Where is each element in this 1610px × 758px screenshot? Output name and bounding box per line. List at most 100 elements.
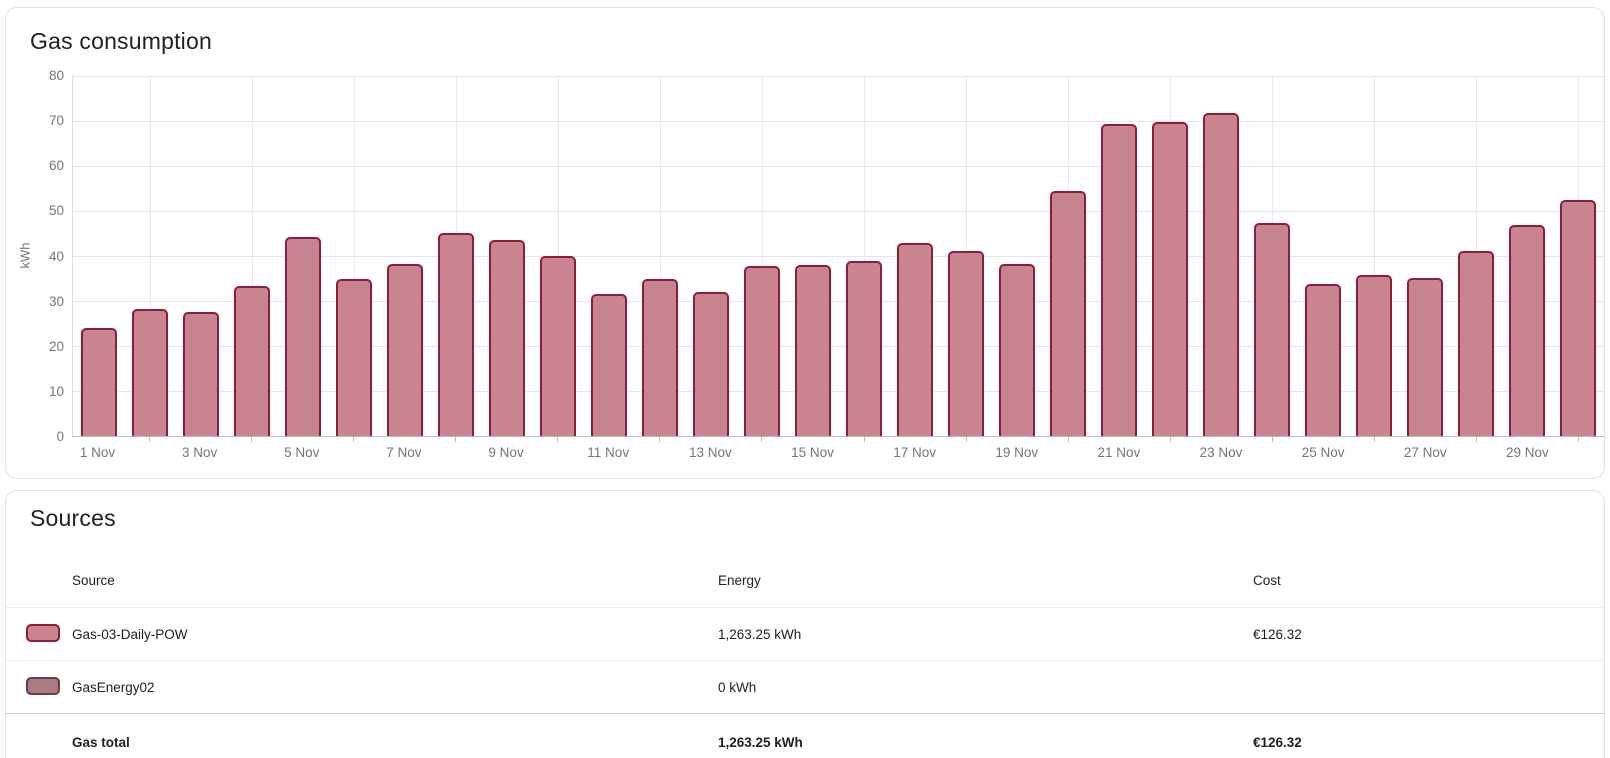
- x-tick-label: 29 Nov: [1506, 445, 1549, 460]
- x-tick-mark: [965, 437, 967, 442]
- sources-card: Sources Source Energy Cost Gas-03-Daily-…: [5, 490, 1605, 758]
- y-tick-label: 30: [48, 293, 64, 309]
- chart-bar-14-nov[interactable]: [743, 266, 780, 436]
- chart-bar-16-nov[interactable]: [846, 260, 883, 436]
- chart-bar-24-nov[interactable]: [1254, 222, 1291, 436]
- chart-bar-30-nov[interactable]: [1560, 200, 1597, 436]
- y-gridline: [73, 211, 1604, 212]
- chart-bar-29-nov[interactable]: [1509, 225, 1546, 436]
- y-gridline: [73, 256, 1604, 257]
- y-gridline: [73, 121, 1604, 122]
- source-energy: 0 kWh: [718, 679, 757, 695]
- chart-bar-15-nov[interactable]: [794, 265, 831, 436]
- source-row-gas-03-daily-pow[interactable]: Gas-03-Daily-POW 1,263.25 kWh €126.32: [6, 607, 1604, 660]
- chart-title: Gas consumption: [30, 28, 212, 54]
- chart-bar-26-nov[interactable]: [1356, 275, 1393, 436]
- chart-bar-19-nov[interactable]: [999, 263, 1036, 436]
- x-tick-label: 7 Nov: [386, 445, 422, 460]
- x-gridline: [761, 76, 763, 436]
- chart-bar-21-nov[interactable]: [1101, 124, 1138, 436]
- chart-bar-22-nov[interactable]: [1152, 122, 1189, 436]
- gas-consumption-card: Gas consumption kWh 0 10 20 30 40 50 60 70 80 1 …: [5, 7, 1605, 479]
- chart-bar-2-nov[interactable]: [131, 309, 168, 436]
- x-axis-tick-labels: 1 Nov 3 Nov 5 Nov 7 Nov 9 Nov 11 Nov 13 Nov 15 …: [72, 437, 1604, 465]
- chart-bar-18-nov[interactable]: [948, 250, 985, 436]
- sources-table-header: Source Energy Cost: [6, 554, 1604, 607]
- chart-bar-12-nov[interactable]: [641, 278, 678, 436]
- column-header-cost: Cost: [1253, 573, 1281, 588]
- x-tick-mark: [1067, 437, 1069, 442]
- column-header-source: Source: [72, 573, 115, 588]
- y-tick-label: 0: [56, 429, 64, 444]
- x-gridline: [149, 76, 151, 436]
- sources-title: Sources: [30, 505, 116, 531]
- x-tick-mark: [1169, 437, 1171, 442]
- sources-table: Source Energy Cost Gas-03-Daily-POW 1,26…: [6, 554, 1604, 758]
- x-gridline: [659, 76, 661, 436]
- source-cost: €126.32: [1253, 626, 1302, 642]
- chart-bar-5-nov[interactable]: [284, 236, 321, 436]
- y-tick-label: 50: [48, 203, 64, 219]
- x-tick-label: 1 Nov: [79, 445, 116, 460]
- column-header-energy: Energy: [718, 573, 761, 588]
- x-tick-label: 13 Nov: [688, 445, 732, 460]
- chart-bar-10-nov[interactable]: [539, 255, 576, 436]
- x-tick-label: 25 Nov: [1301, 445, 1345, 460]
- x-tick-mark: [557, 437, 559, 442]
- source-row-gasenergy02[interactable]: GasEnergy02 0 kWh: [6, 660, 1604, 713]
- y-tick-label: 20: [48, 338, 64, 354]
- y-tick-label: 60: [48, 158, 64, 174]
- source-name: Gas-03-Daily-POW: [72, 626, 188, 642]
- x-tick-label: 11 Nov: [587, 445, 630, 460]
- chart-bar-8-nov[interactable]: [437, 232, 474, 436]
- x-tick-mark: [761, 437, 763, 442]
- gas-consumption-chart[interactable]: kWh 0 10 20 30 40 50 60 70 80 1 Nov 3 Nov 5 Nov 7 N…: [6, 8, 1604, 478]
- x-gridline: [353, 76, 355, 436]
- y-gridline: [73, 346, 1604, 347]
- y-tick-label: 70: [48, 113, 64, 129]
- x-tick-mark: [148, 437, 150, 442]
- x-gridline: [251, 76, 253, 436]
- legend-swatch-gas-03-daily-pow: [26, 623, 60, 642]
- x-gridline: [864, 76, 866, 436]
- chart-bar-3-nov[interactable]: [182, 312, 219, 436]
- x-tick-mark: [1476, 437, 1478, 442]
- source-energy: 1,263.25 kWh: [718, 626, 802, 642]
- chart-bar-9-nov[interactable]: [488, 240, 525, 436]
- chart-bar-6-nov[interactable]: [335, 279, 372, 436]
- total-energy: 1,263.25 kWh: [718, 735, 803, 750]
- gas-total-row: Gas total 1,263.25 kWh €126.32: [6, 713, 1604, 758]
- y-tick-label: 40: [48, 248, 64, 264]
- total-label: Gas total: [72, 735, 130, 750]
- plot-area: [72, 76, 1604, 437]
- x-tick-mark: [1374, 437, 1376, 442]
- x-tick-mark: [659, 437, 661, 442]
- chart-bar-1-nov[interactable]: [80, 328, 117, 436]
- chart-bar-11-nov[interactable]: [590, 294, 627, 436]
- x-tick-mark: [352, 437, 354, 442]
- legend-swatch-gasenergy02: [26, 676, 60, 695]
- x-tick-label: 21 Nov: [1097, 445, 1141, 460]
- chart-bar-4-nov[interactable]: [233, 286, 270, 436]
- x-tick-label: 23 Nov: [1199, 445, 1243, 460]
- x-gridline: [1374, 76, 1376, 436]
- chart-bar-28-nov[interactable]: [1458, 250, 1495, 436]
- chart-bar-17-nov[interactable]: [897, 242, 934, 436]
- x-tick-mark: [1272, 437, 1274, 442]
- y-gridline: [73, 166, 1604, 167]
- chart-bar-13-nov[interactable]: [692, 292, 729, 436]
- y-tick-label: 10: [48, 383, 64, 399]
- x-tick-label: 19 Nov: [995, 445, 1039, 460]
- x-tick-mark: [250, 437, 252, 442]
- chart-bar-20-nov[interactable]: [1050, 190, 1087, 436]
- chart-bar-7-nov[interactable]: [386, 263, 423, 436]
- y-gridline: [73, 301, 1604, 302]
- chart-bar-23-nov[interactable]: [1203, 112, 1240, 436]
- source-name: GasEnergy02: [72, 679, 155, 695]
- chart-bar-25-nov[interactable]: [1305, 283, 1342, 436]
- x-tick-label: 3 Nov: [182, 445, 218, 460]
- chart-bar-27-nov[interactable]: [1407, 277, 1444, 436]
- total-cost: €126.32: [1253, 735, 1302, 750]
- x-tick-label: 9 Nov: [488, 445, 524, 460]
